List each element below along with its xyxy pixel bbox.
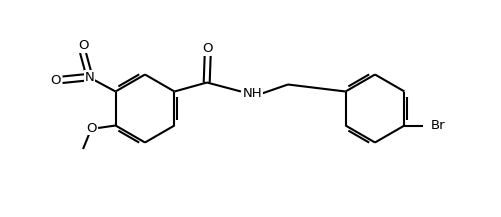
Text: Br: Br <box>430 119 445 132</box>
Text: O: O <box>78 39 89 52</box>
Text: NH: NH <box>242 87 262 100</box>
Text: O: O <box>86 122 97 135</box>
Text: O: O <box>50 74 60 87</box>
Text: O: O <box>203 42 213 55</box>
Text: N: N <box>85 71 94 84</box>
